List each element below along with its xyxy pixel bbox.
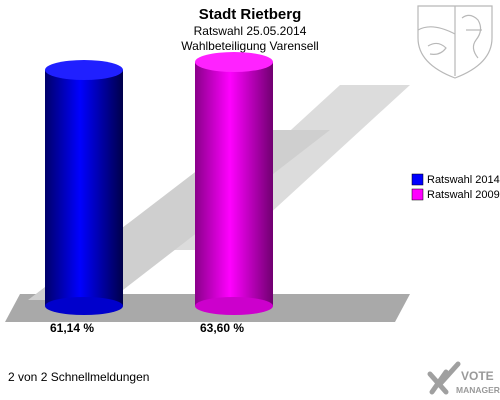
legend-label-ratswahl-2014: Ratswahl 2014 [427, 174, 500, 186]
bar-group [45, 52, 273, 315]
bar-ratswahl-2014-bottom [45, 297, 123, 315]
votemanager-check-icon [427, 361, 461, 395]
bar-ratswahl-2009-top [195, 52, 273, 72]
coat-of-arms-icon [417, 5, 493, 79]
bar-ratswahl-2014-body [45, 70, 123, 306]
legend-label-ratswahl-2009: Ratswahl 2009 [427, 189, 500, 201]
bar-ratswahl-2014-top [45, 60, 123, 80]
bar-ratswahl-2009 [195, 52, 273, 315]
bar-ratswahl-2014 [45, 60, 123, 315]
legend-swatch-ratswahl-2009 [411, 188, 424, 201]
chart-subtitle-date: Ratswahl 25.05.2014 [194, 24, 307, 38]
bar-ratswahl-2009-body [195, 62, 273, 306]
value-label-ratswahl-2014: 61,14 % [50, 321, 94, 335]
votemanager-brand-line1: VOTE [461, 369, 494, 383]
chart-subtitle-description: Wahlbeteiligung Varensell [181, 39, 318, 53]
votemanager-brand-line2: MANAGER [456, 385, 500, 395]
votemanager-logo: VOTE MANAGER [427, 361, 500, 395]
report-count-status: 2 von 2 Schnellmeldungen [8, 370, 149, 384]
legend: Ratswahl 2014 Ratswahl 2009 [411, 173, 500, 201]
legend-swatch-ratswahl-2014 [411, 173, 424, 186]
value-label-ratswahl-2009: 63,60 % [200, 321, 244, 335]
chart-title: Stadt Rietberg [199, 6, 302, 23]
bar-ratswahl-2009-bottom [195, 297, 273, 315]
